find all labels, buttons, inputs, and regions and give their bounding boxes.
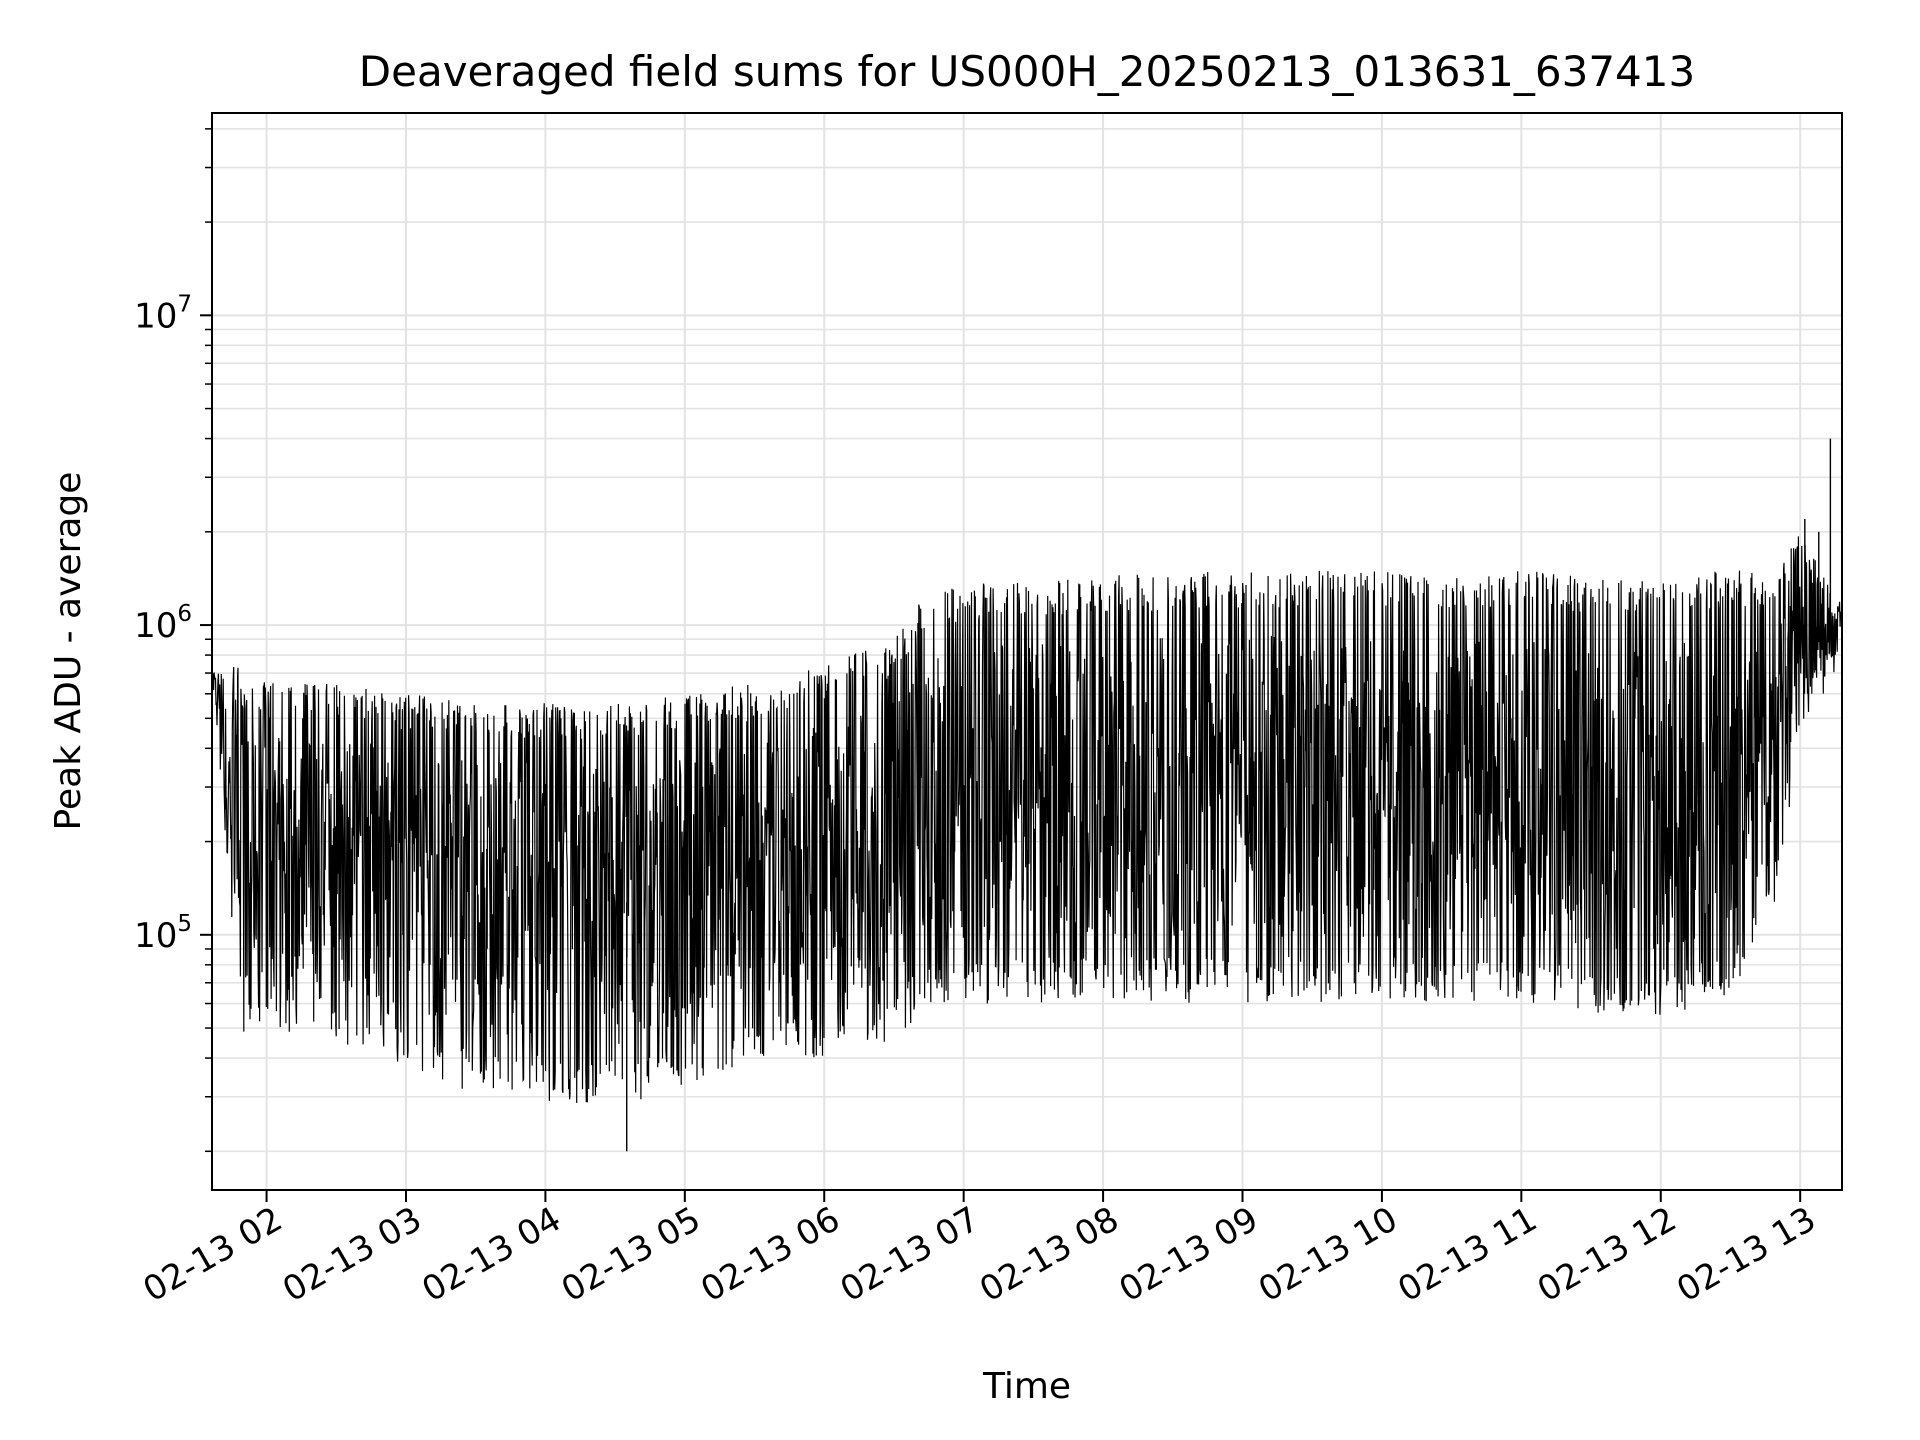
y-tick-label: 107 [134, 291, 192, 336]
plot-frame [211, 112, 1843, 1191]
x-axis-label: Time [982, 1366, 1071, 1407]
y-tick-label: 106 [134, 601, 192, 646]
series-line [212, 438, 1842, 1152]
chart-title: Deaveraged field sums for US000H_2025021… [359, 47, 1695, 96]
y-tick-label: 105 [134, 911, 192, 956]
y-axis-label: Peak ADU - average [48, 472, 89, 831]
series-path [212, 536, 1842, 1103]
